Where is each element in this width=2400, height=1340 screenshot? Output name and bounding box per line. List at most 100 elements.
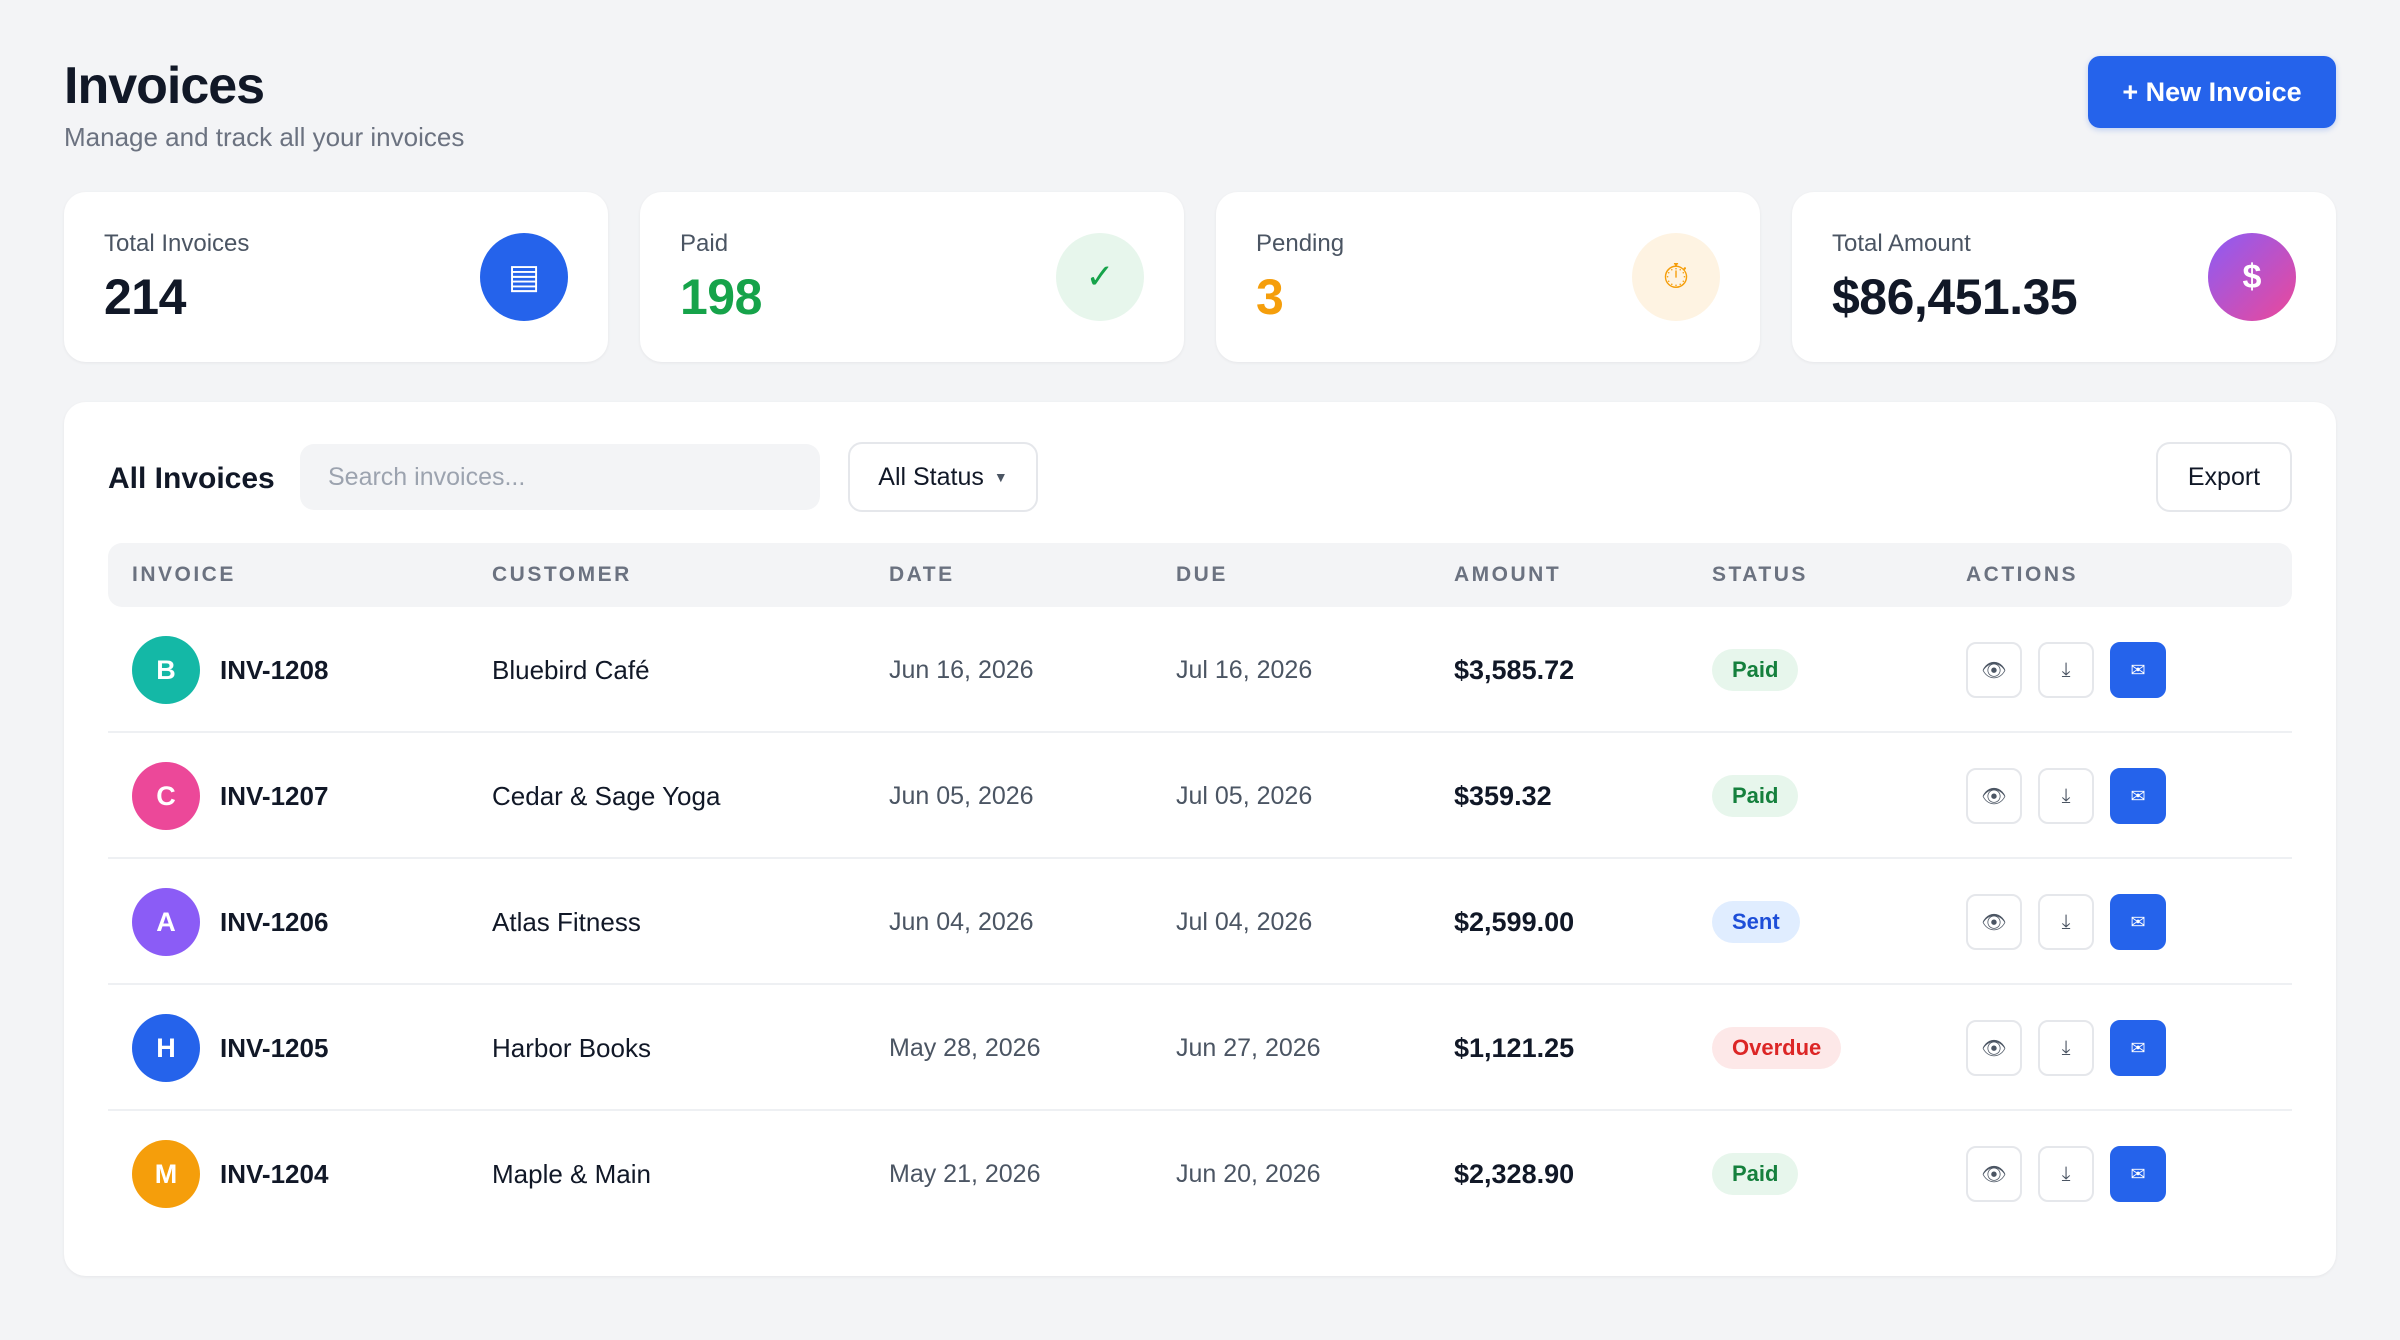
invoice-date: Jun 16, 2026 [889, 656, 1034, 684]
clock-icon: ⏱ [1632, 233, 1720, 321]
invoice-date: May 21, 2026 [889, 1160, 1041, 1188]
table-row[interactable]: C INV-1207 Cedar & Sage Yoga Jun 05, 2026 Ju… [108, 733, 2292, 859]
new-invoice-button[interactable]: + New Invoice [2088, 56, 2336, 128]
invoice-date: May 28, 2026 [889, 1034, 1041, 1062]
stat-card-total-invoices: Total Invoices 214 ▤ [64, 192, 608, 362]
download-icon: ⤓ [2061, 1036, 2071, 1059]
table-row[interactable]: B INV-1208 Bluebird Café Jun 16, 2026 Jul 16… [108, 607, 2292, 733]
download-icon: ⤓ [2061, 1162, 2071, 1185]
invoice-amount: $1,121.25 [1454, 1033, 1575, 1063]
stat-label: Total Amount [1832, 230, 1971, 257]
send-email-icon: ✉ [2130, 785, 2146, 806]
search-input[interactable] [300, 444, 820, 510]
table-row[interactable]: M INV-1204 Maple & Main May 21, 2026 Jun 20,… [108, 1111, 2292, 1237]
column-header-customer: CUSTOMER [492, 563, 632, 586]
send-email-icon: ✉ [2130, 1163, 2146, 1184]
status-filter-dropdown[interactable]: All Status ▼ [848, 442, 1038, 512]
page-title: Invoices [64, 57, 265, 115]
download-icon: ⤓ [2061, 658, 2071, 681]
invoice-id[interactable]: INV-1208 [220, 655, 329, 685]
column-header-status: STATUS [1712, 563, 1808, 586]
view-button[interactable]: 👁 [1966, 1146, 2022, 1202]
invoice-amount: $3,585.72 [1454, 655, 1575, 685]
table-row[interactable]: H INV-1205 Harbor Books May 28, 2026 Jun 27,… [108, 985, 2292, 1111]
stat-value: 198 [680, 269, 762, 325]
status-badge: Paid [1712, 775, 1799, 817]
send-button[interactable]: ✉ [2110, 642, 2166, 698]
invoices-table-card: All Invoices All Status ▼ Export INVOICE… [64, 402, 2336, 1276]
table-body: B INV-1208 Bluebird Café Jun 16, 2026 Jul 16… [108, 607, 2292, 1237]
invoice-amount: $2,599.00 [1454, 907, 1575, 937]
send-email-icon: ✉ [2130, 911, 2146, 932]
dollar-icon: $ [2208, 233, 2296, 321]
send-button[interactable]: ✉ [2110, 768, 2166, 824]
avatar: M [132, 1140, 200, 1208]
due-date: Jun 27, 2026 [1176, 1034, 1321, 1062]
due-date: Jul 05, 2026 [1176, 782, 1313, 810]
avatar: A [132, 888, 200, 956]
column-header-actions: ACTIONS [1966, 563, 2078, 586]
due-date: Jun 20, 2026 [1176, 1160, 1321, 1188]
avatar: B [132, 636, 200, 704]
customer-name: Cedar & Sage Yoga [492, 781, 721, 811]
send-email-icon: ✉ [2130, 659, 2146, 680]
invoice-date: Jun 05, 2026 [889, 782, 1034, 810]
invoice-amount: $359.32 [1454, 781, 1552, 811]
download-button[interactable]: ⤓ [2038, 768, 2094, 824]
column-header-amount: AMOUNT [1454, 563, 1562, 586]
customer-name: Maple & Main [492, 1159, 651, 1189]
download-button[interactable]: ⤓ [2038, 1146, 2094, 1202]
view-button[interactable]: 👁 [1966, 642, 2022, 698]
stats-row: Total Invoices 214 ▤ Paid 198 ✓ Pending … [64, 192, 2336, 362]
stat-card-pending: Pending 3 ⏱ [1216, 192, 1760, 362]
column-header-date: DATE [889, 563, 955, 586]
table-row[interactable]: A INV-1206 Atlas Fitness Jun 04, 2026 Jul 04… [108, 859, 2292, 985]
stat-value: $86,451.35 [1832, 269, 2078, 325]
invoice-id[interactable]: INV-1205 [220, 1033, 329, 1063]
invoice-amount: $2,328.90 [1454, 1159, 1575, 1189]
chevron-down-icon: ▼ [993, 469, 1008, 485]
stat-label: Total Invoices [104, 230, 250, 257]
view-icon: 👁 [1981, 785, 2007, 808]
page-subtitle: Manage and track all your invoices [64, 122, 465, 152]
due-date: Jul 04, 2026 [1176, 908, 1313, 936]
due-date: Jul 16, 2026 [1176, 656, 1313, 684]
send-button[interactable]: ✉ [2110, 1020, 2166, 1076]
status-filter-label: All Status [878, 462, 984, 491]
view-icon: 👁 [1981, 1163, 2007, 1186]
invoice-id[interactable]: INV-1206 [220, 907, 329, 937]
download-button[interactable]: ⤓ [2038, 1020, 2094, 1076]
view-button[interactable]: 👁 [1966, 1020, 2022, 1076]
avatar: C [132, 762, 200, 830]
customer-name: Atlas Fitness [492, 907, 641, 937]
status-badge: Paid [1712, 649, 1799, 691]
stat-card-paid: Paid 198 ✓ [640, 192, 1184, 362]
download-icon: ⤓ [2061, 910, 2071, 933]
download-button[interactable]: ⤓ [2038, 642, 2094, 698]
table-header: INVOICE CUSTOMER DATE DUE AMOUNT STATUS … [108, 543, 2292, 607]
invoice-date: Jun 04, 2026 [889, 908, 1034, 936]
view-button[interactable]: 👁 [1966, 894, 2022, 950]
document-icon: ▤ [480, 233, 568, 321]
send-button[interactable]: ✉ [2110, 894, 2166, 950]
avatar: H [132, 1014, 200, 1082]
export-button[interactable]: Export [2156, 442, 2292, 512]
invoice-id[interactable]: INV-1204 [220, 1159, 329, 1189]
download-icon: ⤓ [2061, 784, 2071, 807]
view-button[interactable]: 👁 [1966, 768, 2022, 824]
download-button[interactable]: ⤓ [2038, 894, 2094, 950]
customer-name: Harbor Books [492, 1033, 651, 1063]
column-header-due: DUE [1176, 563, 1228, 586]
send-email-icon: ✉ [2130, 1037, 2146, 1058]
section-title: All Invoices [108, 462, 275, 495]
send-button[interactable]: ✉ [2110, 1146, 2166, 1202]
table-toolbar: All Invoices All Status ▼ Export [108, 442, 2292, 512]
stat-value: 214 [104, 269, 186, 325]
invoice-id[interactable]: INV-1207 [220, 781, 329, 811]
status-badge: Paid [1712, 1153, 1799, 1195]
page-header: Invoices Manage and track all your invoi… [64, 56, 2336, 156]
check-icon: ✓ [1056, 233, 1144, 321]
view-icon: 👁 [1981, 1037, 2007, 1060]
column-header-invoice: INVOICE [132, 563, 236, 586]
